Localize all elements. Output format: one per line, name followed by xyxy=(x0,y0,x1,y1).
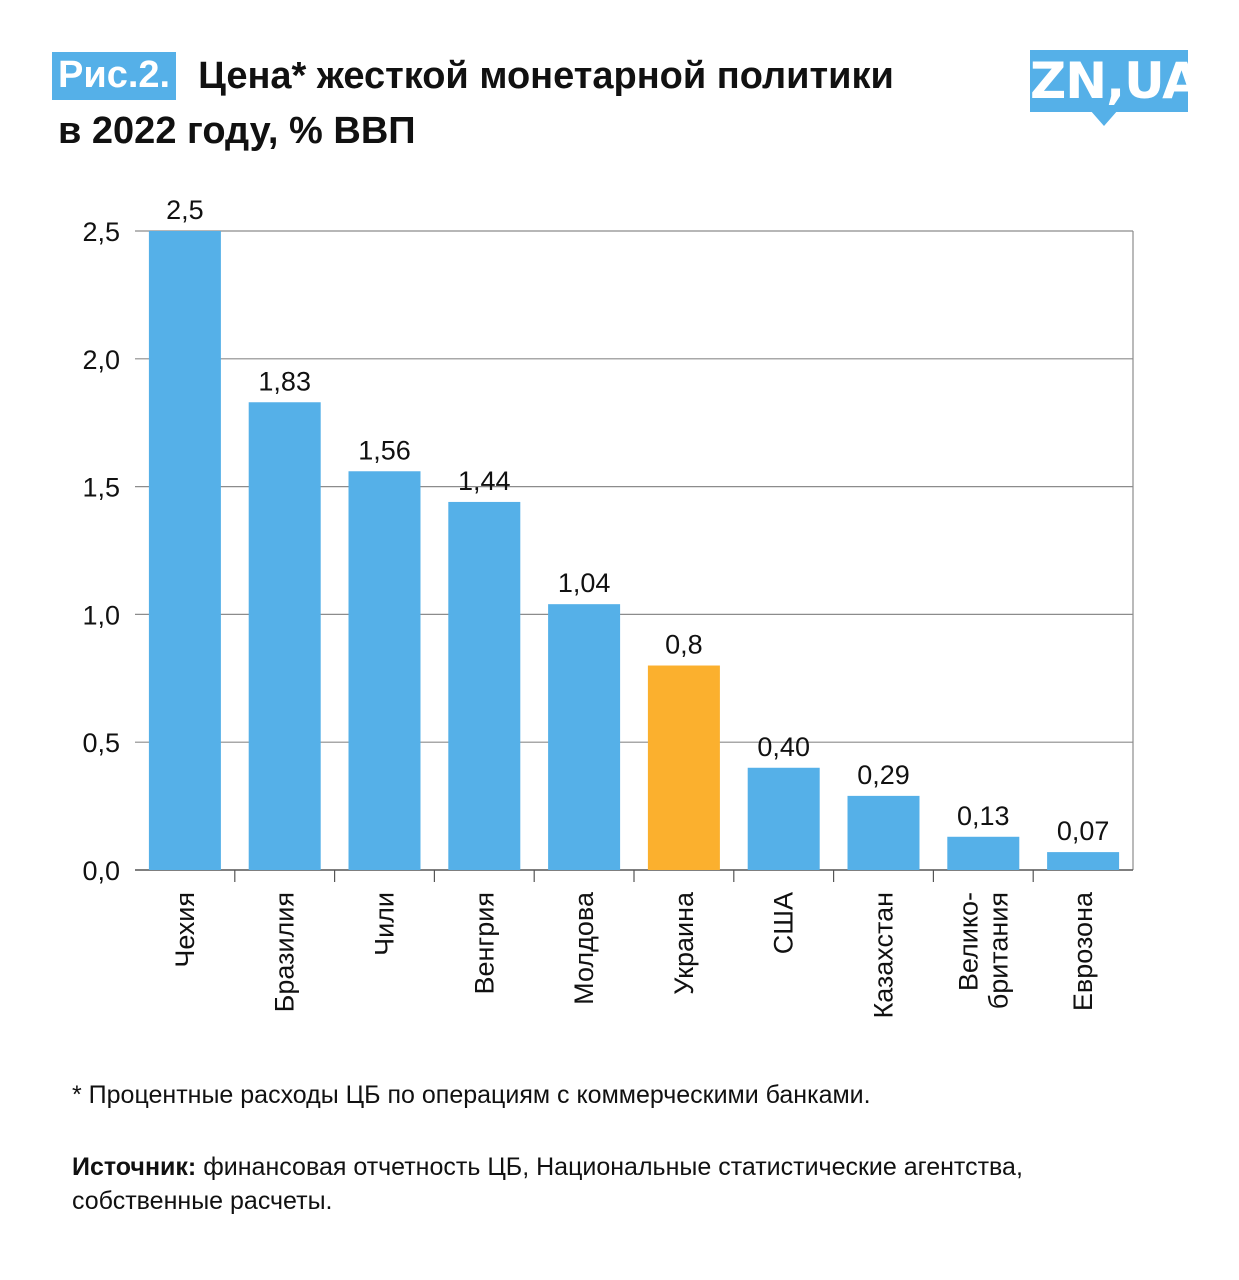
x-tick-label-line: Еврозона xyxy=(1068,891,1098,1011)
chart-title: Цена* жесткой монетарной политики xyxy=(198,55,894,97)
footnote: * Процентные расходы ЦБ по операциям с к… xyxy=(72,1081,871,1109)
data-label: 0,29 xyxy=(857,760,910,790)
x-tick-label-line: Венгрия xyxy=(469,892,499,995)
x-tick-label: Венгрия xyxy=(469,892,499,995)
bar xyxy=(448,501,521,870)
bar-chart: 0,0 0,5 1,0 1,5 2,0 2,5 2,5 Чехия 1,83 Бразилия 1,… xyxy=(82,195,1134,1019)
bar xyxy=(747,767,820,870)
x-tick-label: США xyxy=(769,892,799,954)
x-tick-label: Еврозона xyxy=(1068,891,1098,1011)
bar xyxy=(947,836,1020,870)
x-tick-label-line: Велико- xyxy=(953,892,983,991)
data-label: 2,5 xyxy=(166,195,204,225)
data-label: 1,83 xyxy=(258,366,311,396)
x-tick-label-line: Казахстан xyxy=(869,892,899,1019)
bar xyxy=(248,402,321,870)
y-tick-label: 0,0 xyxy=(82,856,120,886)
x-tick-label-line: США xyxy=(769,892,799,954)
y-tick-label: 2,0 xyxy=(82,345,120,375)
x-tick-label: Велико-британия xyxy=(953,892,1013,1009)
x-tick-label-line: британия xyxy=(983,892,1013,1009)
bar xyxy=(847,795,920,870)
source-note: Источник: финансовая отчетность ЦБ, Наци… xyxy=(72,1150,1172,1218)
data-label: 0,8 xyxy=(665,630,703,660)
figure-label: Рис.2. xyxy=(52,52,177,100)
y-tick-label: 1,5 xyxy=(82,473,120,503)
x-tick-label: Бразилия xyxy=(270,892,300,1012)
source-text: финансовая отчетность ЦБ, Национальные с… xyxy=(72,1153,1023,1215)
x-tick-label: Чили xyxy=(370,892,400,956)
bar xyxy=(1047,852,1120,870)
data-label: 0,13 xyxy=(957,801,1010,831)
y-tick-label: 1,0 xyxy=(82,600,120,630)
data-label: 0,07 xyxy=(1057,816,1110,846)
x-tick-label-line: Молдова xyxy=(569,891,599,1005)
logo-speech-tail xyxy=(1090,110,1118,126)
x-tick-label: Украина xyxy=(669,891,699,995)
data-label: 0,40 xyxy=(757,732,810,762)
x-tick-label-line: Чили xyxy=(370,892,400,956)
x-tick-label-line: Чехия xyxy=(170,892,200,968)
x-tick-label-line: Бразилия xyxy=(270,892,300,1012)
brand-logo: ZN,UA xyxy=(1030,50,1201,112)
x-tick-label-line: Украина xyxy=(669,891,699,995)
data-label: 1,04 xyxy=(558,568,611,598)
x-tick-label: Чехия xyxy=(170,892,200,968)
bar xyxy=(548,604,621,870)
bar xyxy=(148,231,221,870)
source-label: Источник: xyxy=(72,1153,197,1181)
title-line-1: Рис.2. Цена* жесткой монетарной политики xyxy=(52,50,1012,102)
x-tick-label: Молдова xyxy=(569,891,599,1005)
y-tick-label: 0,5 xyxy=(82,728,120,758)
x-tick-label: Казахстан xyxy=(869,892,899,1019)
data-label: 1,56 xyxy=(358,435,411,465)
bar xyxy=(647,665,720,870)
chart-title-line-2: в 2022 году, % ВВП xyxy=(58,110,416,152)
data-label: 1,44 xyxy=(458,466,511,496)
bar xyxy=(348,471,421,870)
chart-header: Рис.2. Цена* жесткой монетарной политики… xyxy=(52,50,1012,152)
y-tick-label: 2,5 xyxy=(82,217,120,247)
